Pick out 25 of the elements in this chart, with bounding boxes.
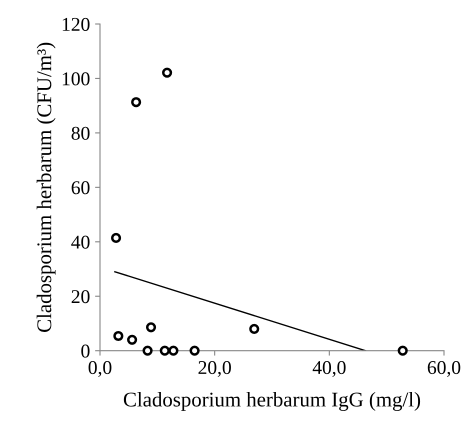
y-tick-label: 0 — [81, 344, 90, 358]
y-tick-label: 80 — [72, 126, 90, 140]
y-tick-label: 40 — [71, 236, 90, 249]
point — [146, 322, 156, 332]
point — [111, 232, 122, 244]
y-tick-label: 100 — [62, 72, 90, 86]
y-axis-title: Cladosporium herbarum (CFU/m³) — [36, 42, 56, 332]
point — [190, 346, 200, 356]
y-tick-label: 120 — [62, 18, 90, 31]
point — [127, 334, 138, 345]
point — [142, 346, 153, 356]
point — [160, 346, 170, 356]
point — [131, 97, 142, 108]
point — [113, 330, 124, 342]
x-axis-title: Cladosporium herbarum IgG (mg/l) — [124, 392, 420, 411]
y-tick-label: 20 — [72, 290, 90, 304]
point — [398, 346, 408, 356]
x-tick-label: 40,0 — [312, 360, 346, 377]
x-tick-label: 0,0 — [88, 360, 112, 377]
point — [162, 68, 172, 78]
y-tick-label: 60 — [72, 181, 90, 194]
point — [249, 324, 260, 334]
point — [168, 346, 178, 356]
x-tick-label: 60,0 — [428, 360, 460, 377]
x-tick-label: 20,0 — [198, 360, 231, 377]
